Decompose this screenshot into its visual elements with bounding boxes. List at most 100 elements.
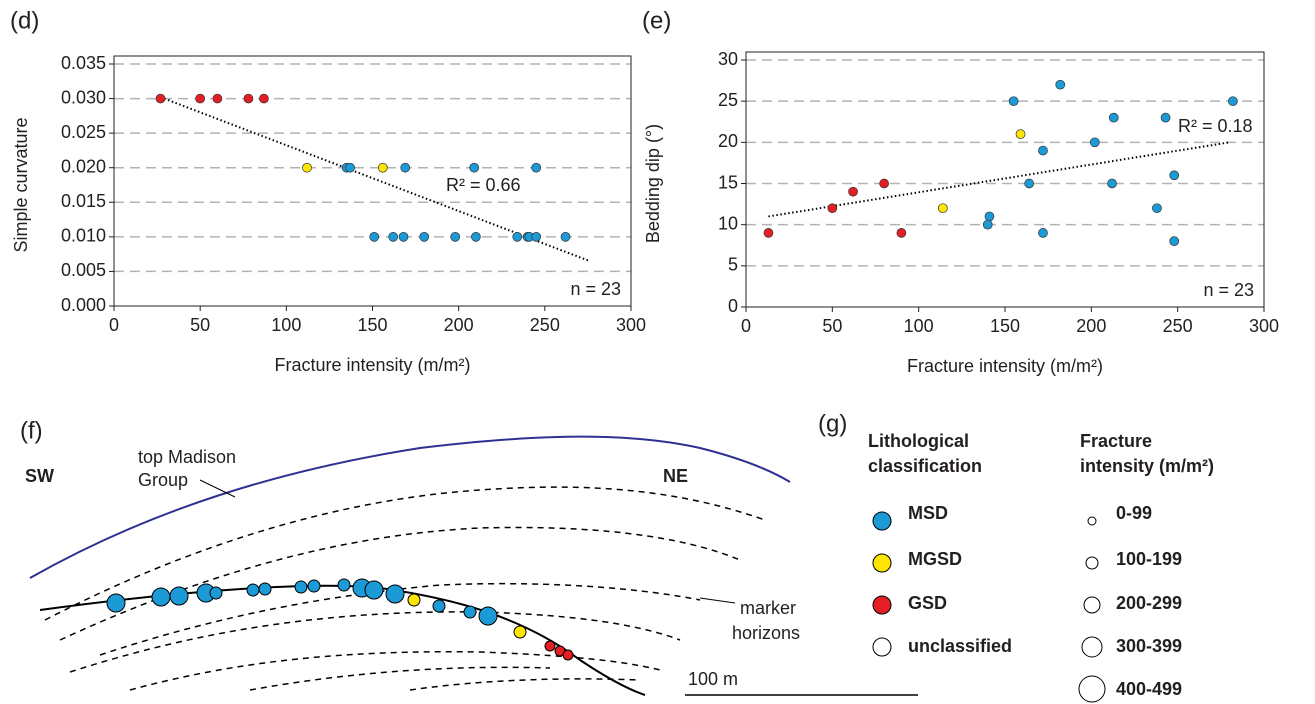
point	[345, 162, 355, 173]
y-axis-label: Simple curvature	[11, 117, 31, 252]
annotation: horizons	[732, 623, 800, 643]
legend-item: MSD	[908, 503, 948, 523]
y-tick-label: 0.025	[61, 122, 106, 142]
point	[937, 203, 948, 214]
y-tick-label: 30	[718, 49, 738, 69]
x-tick-label: 200	[1076, 316, 1106, 336]
point	[1107, 178, 1117, 189]
x-axis-label: Fracture intensity (m/m²)	[274, 355, 470, 375]
y-tick-label: 0.015	[61, 191, 106, 211]
point	[155, 93, 166, 104]
x-axis-label: Fracture intensity (m/m²)	[907, 356, 1103, 376]
leader	[699, 597, 736, 604]
point	[1015, 129, 1026, 139]
point	[984, 211, 995, 222]
y-tick-label: 0.000	[61, 295, 106, 315]
point	[369, 232, 380, 242]
point	[1169, 170, 1180, 181]
point	[1228, 96, 1238, 107]
point	[302, 162, 312, 173]
point	[450, 232, 461, 242]
legend-item: 0-99	[1116, 503, 1152, 523]
y-tick-label: 0	[728, 296, 738, 316]
x-tick-label: 50	[190, 315, 210, 335]
point	[419, 232, 430, 242]
point	[827, 203, 838, 214]
marker-horizons	[44, 486, 766, 691]
legend-item: 200-299	[1116, 593, 1182, 613]
y-axis-label: Bedding dip (°)	[643, 124, 663, 243]
point	[469, 162, 480, 173]
point	[1169, 236, 1180, 246]
point	[512, 232, 523, 242]
direction-label: SW	[25, 466, 54, 486]
x-tick-label: 250	[530, 315, 560, 335]
sample-count: n = 23	[570, 279, 621, 299]
point	[879, 178, 889, 189]
legend-title: intensity (m/m²)	[1080, 456, 1214, 476]
point	[848, 186, 858, 197]
point	[1038, 228, 1048, 238]
point	[763, 228, 774, 238]
r-squared: R² = 0.18	[1178, 116, 1253, 136]
point	[195, 93, 206, 104]
legend-item: unclassified	[908, 636, 1012, 656]
point	[982, 219, 993, 230]
point	[388, 232, 399, 242]
point	[377, 162, 388, 173]
legend-swatches	[872, 511, 1106, 703]
point	[1024, 178, 1035, 189]
plot-frame	[745, 51, 1265, 308]
legend-title: Fracture	[1080, 431, 1152, 451]
x-tick-label: 250	[1163, 316, 1193, 336]
legend-item: GSD	[908, 593, 947, 613]
y-tick-label: 25	[718, 90, 738, 110]
point	[398, 232, 409, 242]
y-tick-label: 20	[718, 131, 738, 151]
trendline	[768, 141, 1230, 218]
point	[212, 93, 223, 104]
point	[896, 228, 907, 238]
x-tick-label: 200	[444, 315, 474, 335]
y-tick-label: 0.035	[61, 53, 106, 73]
samples	[106, 578, 574, 661]
scale-label: 100 m	[688, 669, 738, 689]
x-tick-label: 0	[741, 316, 751, 336]
point	[400, 162, 411, 173]
x-tick-label: 300	[1249, 316, 1279, 336]
top-madison-line	[29, 435, 791, 579]
panel-label: (d)	[10, 7, 39, 34]
trendline	[160, 96, 590, 262]
point	[560, 232, 571, 242]
point	[1160, 112, 1171, 123]
x-tick-label: 50	[822, 316, 842, 336]
annotation: marker	[740, 598, 796, 618]
y-tick-label: 0.020	[61, 156, 106, 176]
y-tick-label: 0.010	[61, 226, 106, 246]
sample-count: n = 23	[1203, 280, 1254, 300]
point	[259, 93, 269, 104]
point	[471, 232, 481, 242]
annotation: top Madison	[138, 447, 236, 467]
x-tick-label: 150	[357, 315, 387, 335]
panel-label: (e)	[642, 7, 671, 34]
panel-label: (g)	[818, 410, 847, 437]
y-tick-label: 15	[718, 172, 738, 192]
x-tick-label: 150	[990, 316, 1020, 336]
y-tick-label: 0.005	[61, 260, 106, 280]
legend-item: MGSD	[908, 549, 962, 569]
legend-title: classification	[868, 456, 982, 476]
legend-item: 300-399	[1116, 636, 1182, 656]
leader	[199, 479, 236, 498]
cross-section	[29, 435, 918, 696]
point	[1152, 203, 1162, 214]
x-tick-label: 100	[271, 315, 301, 335]
point	[1008, 96, 1019, 107]
x-tick-label: 0	[109, 315, 119, 335]
point	[1038, 145, 1048, 156]
legend-title: Lithological	[868, 431, 969, 451]
annotation: Group	[138, 470, 188, 490]
point	[531, 232, 542, 242]
point	[531, 162, 542, 173]
x-tick-label: 100	[904, 316, 934, 336]
